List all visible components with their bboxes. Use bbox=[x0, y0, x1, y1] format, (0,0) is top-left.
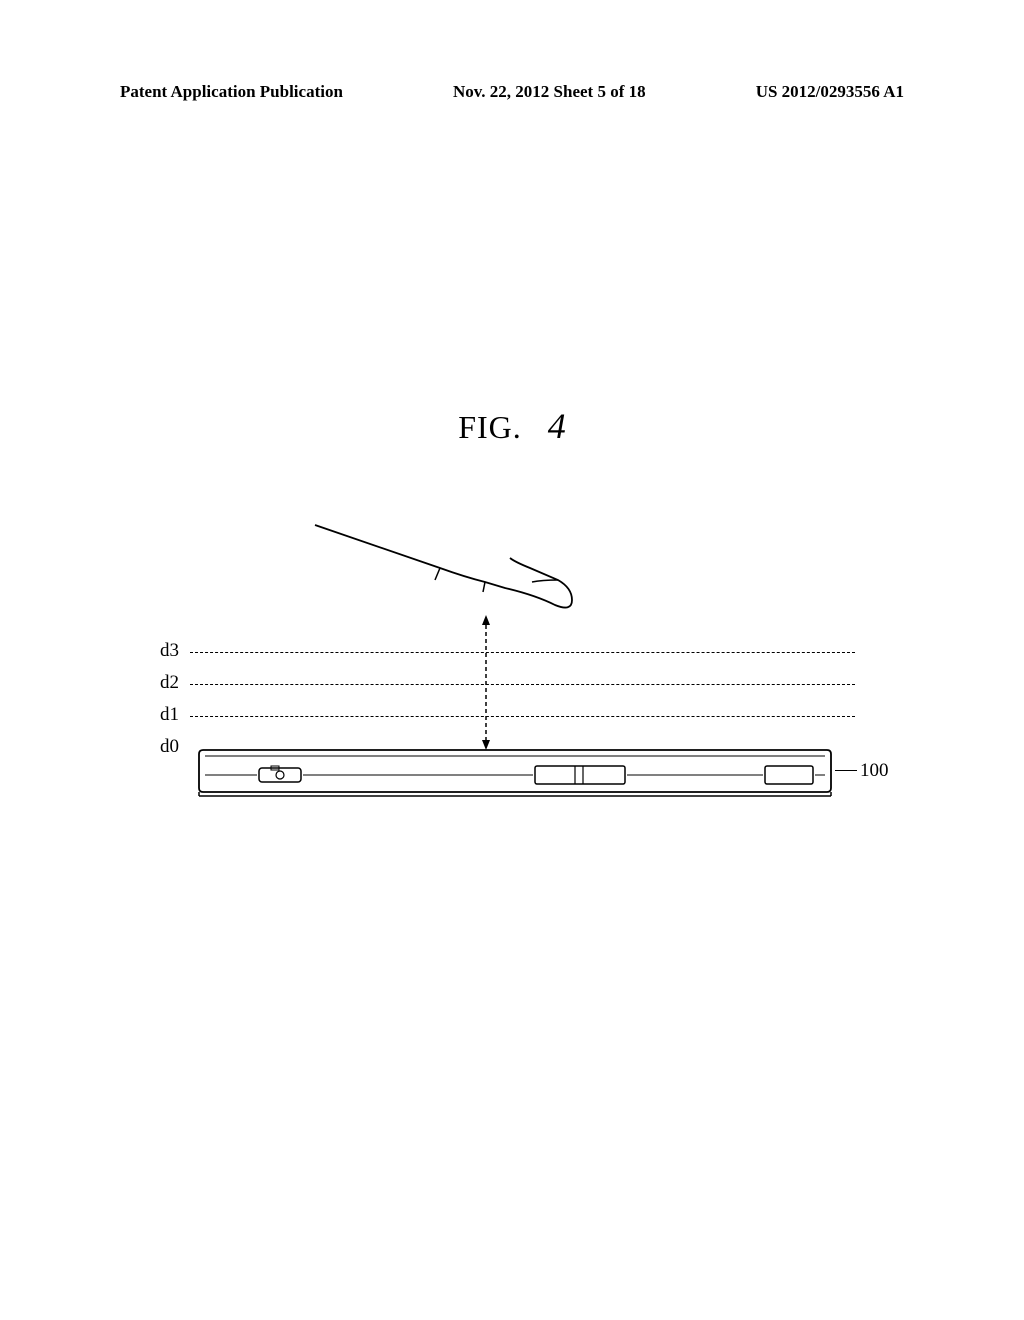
diagram: d3 d2 d1 d0 100 bbox=[140, 520, 884, 820]
header-publication: Patent Application Publication bbox=[120, 82, 343, 102]
proximity-arrow bbox=[480, 615, 492, 750]
figure-label-number: 4 bbox=[548, 406, 566, 446]
distance-line-d2 bbox=[190, 684, 855, 685]
reference-label-100: 100 bbox=[860, 760, 889, 782]
finger-illustration bbox=[310, 520, 590, 630]
distance-line-d1 bbox=[190, 716, 855, 717]
distance-label-d3: d3 bbox=[160, 640, 179, 662]
reference-leader-line bbox=[835, 770, 857, 771]
page-header: Patent Application Publication Nov. 22, … bbox=[0, 82, 1024, 102]
header-patent-number: US 2012/0293556 A1 bbox=[756, 82, 904, 102]
header-date-sheet: Nov. 22, 2012 Sheet 5 of 18 bbox=[453, 82, 646, 102]
device-illustration bbox=[195, 748, 835, 803]
figure-label-text: FIG. bbox=[458, 409, 522, 445]
distance-label-d2: d2 bbox=[160, 672, 179, 694]
distance-label-d1: d1 bbox=[160, 704, 179, 726]
figure-label: FIG. 4 bbox=[458, 405, 566, 447]
distance-label-d0: d0 bbox=[160, 736, 179, 758]
distance-line-d3 bbox=[190, 652, 855, 653]
